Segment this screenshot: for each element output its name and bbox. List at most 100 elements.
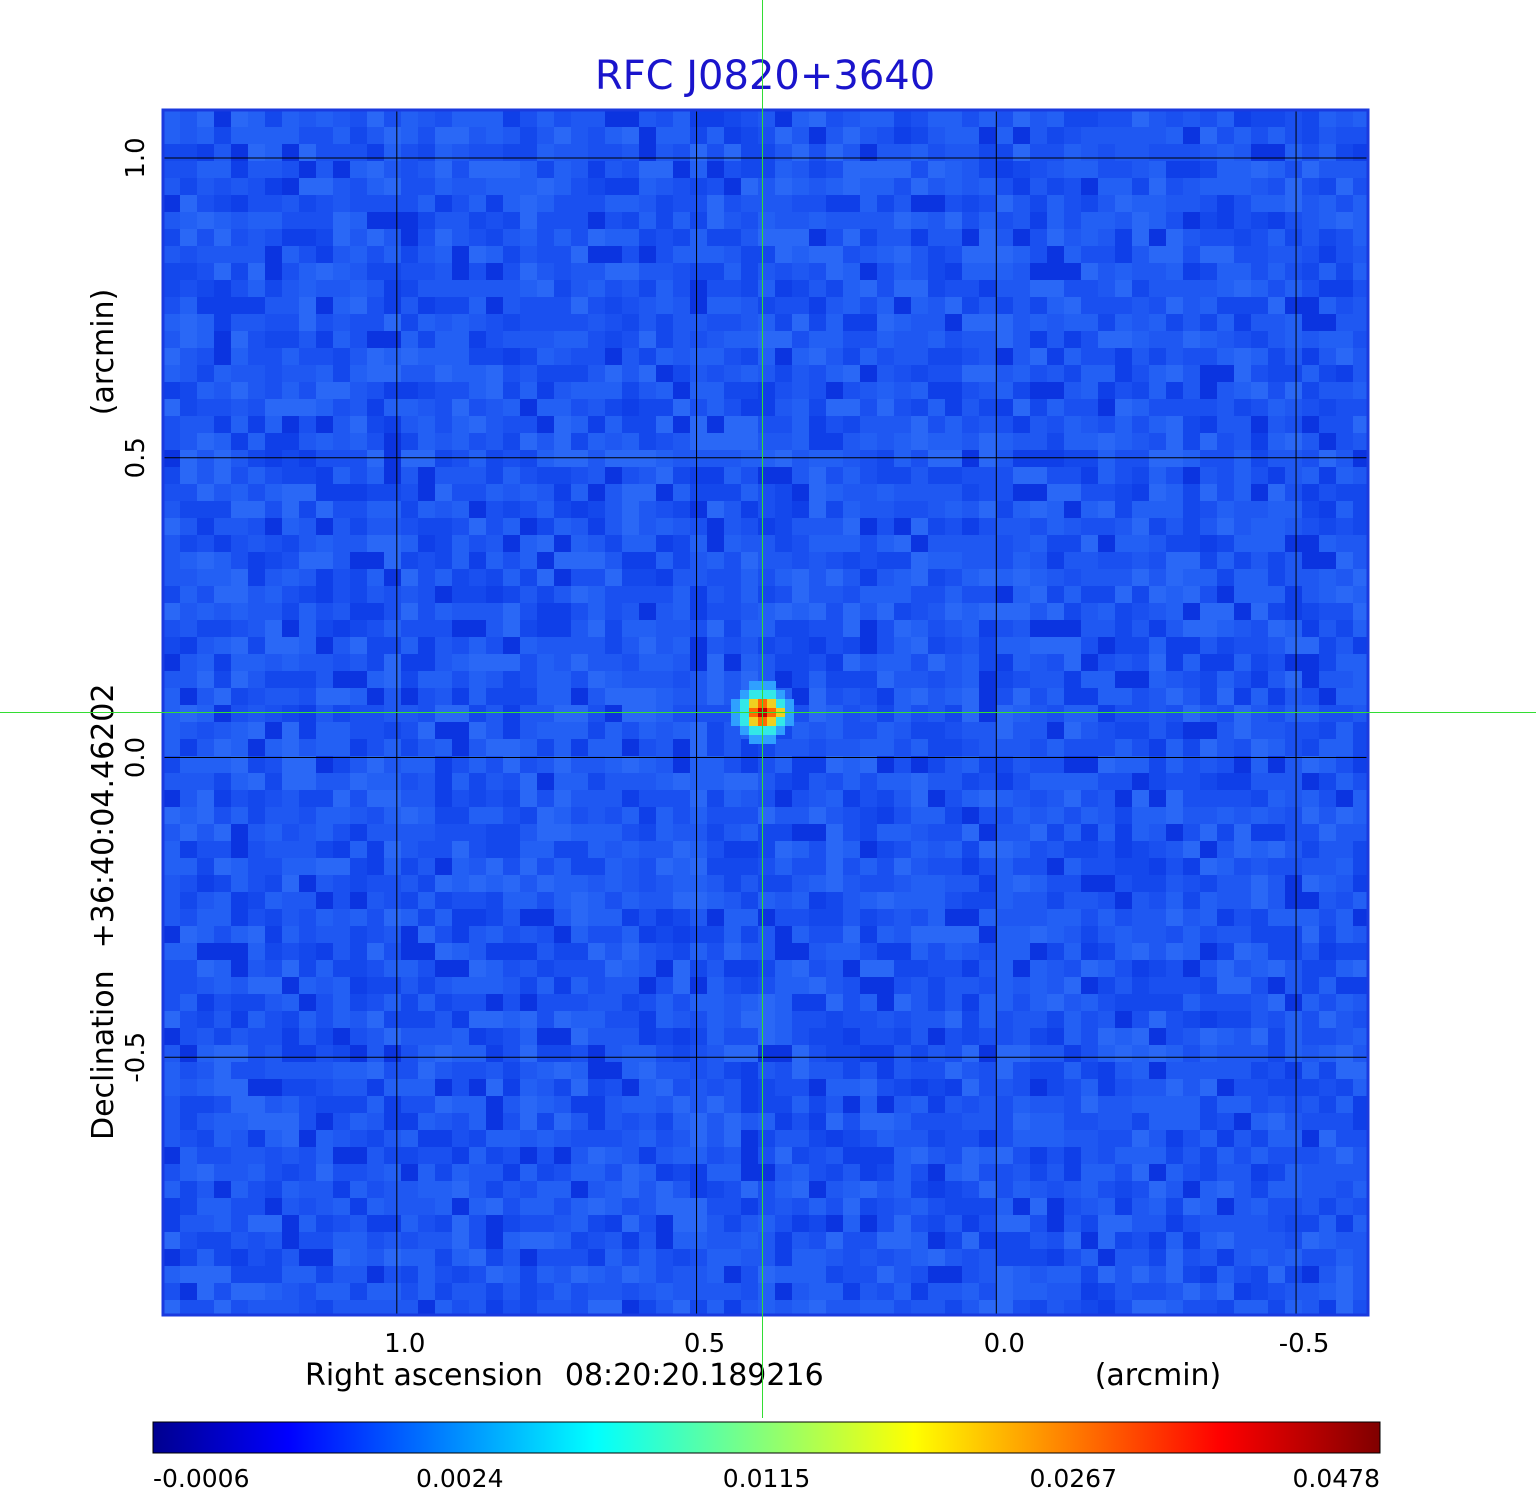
noise-cell bbox=[163, 501, 180, 518]
noise-cell bbox=[1030, 960, 1047, 977]
noise-cell bbox=[316, 365, 333, 382]
noise-cell bbox=[1336, 212, 1353, 229]
noise-cell bbox=[639, 246, 656, 263]
noise-cell bbox=[384, 331, 401, 348]
noise-cell bbox=[1030, 994, 1047, 1011]
noise-cell bbox=[843, 1113, 860, 1130]
noise-cell bbox=[1353, 824, 1368, 841]
noise-cell bbox=[282, 212, 299, 229]
noise-cell bbox=[911, 807, 928, 824]
noise-cell bbox=[809, 960, 826, 977]
noise-cell bbox=[367, 110, 384, 127]
noise-cell bbox=[979, 382, 996, 399]
noise-cell bbox=[656, 1164, 673, 1181]
noise-cell bbox=[1319, 1045, 1336, 1062]
noise-cell bbox=[197, 1096, 214, 1113]
noise-cell bbox=[554, 127, 571, 144]
noise-cell bbox=[1098, 399, 1115, 416]
noise-cell bbox=[1166, 1011, 1183, 1028]
noise-cell bbox=[1319, 1198, 1336, 1215]
noise-cell bbox=[1302, 484, 1319, 501]
noise-cell bbox=[350, 671, 367, 688]
noise-cell bbox=[809, 603, 826, 620]
noise-cell bbox=[860, 501, 877, 518]
noise-cell bbox=[384, 637, 401, 654]
noise-cell bbox=[452, 127, 469, 144]
noise-cell bbox=[469, 178, 486, 195]
noise-cell bbox=[1200, 943, 1217, 960]
noise-cell bbox=[163, 297, 180, 314]
noise-cell bbox=[401, 1300, 418, 1315]
noise-cell bbox=[809, 178, 826, 195]
noise-cell bbox=[1081, 892, 1098, 909]
noise-cell bbox=[1336, 280, 1353, 297]
noise-cell bbox=[826, 535, 843, 552]
noise-cell bbox=[1234, 569, 1251, 586]
noise-cell bbox=[775, 994, 792, 1011]
noise-cell bbox=[605, 450, 622, 467]
noise-cell bbox=[452, 671, 469, 688]
noise-cell bbox=[197, 1028, 214, 1045]
noise-cell bbox=[996, 773, 1013, 790]
noise-cell bbox=[1285, 1113, 1302, 1130]
noise-cell bbox=[843, 229, 860, 246]
noise-cell bbox=[248, 246, 265, 263]
noise-cell bbox=[1132, 416, 1149, 433]
noise-cell bbox=[639, 875, 656, 892]
noise-cell bbox=[299, 1096, 316, 1113]
noise-cell bbox=[1047, 1164, 1064, 1181]
noise-cell bbox=[1200, 807, 1217, 824]
noise-cell bbox=[996, 722, 1013, 739]
noise-cell bbox=[1200, 569, 1217, 586]
noise-cell bbox=[1166, 1164, 1183, 1181]
noise-cell bbox=[554, 637, 571, 654]
noise-cell bbox=[928, 926, 945, 943]
noise-cell bbox=[945, 110, 962, 127]
noise-cell bbox=[758, 365, 775, 382]
noise-cell bbox=[605, 960, 622, 977]
noise-cell bbox=[282, 841, 299, 858]
noise-cell bbox=[1285, 263, 1302, 280]
noise-cell bbox=[1268, 637, 1285, 654]
noise-cell bbox=[826, 1266, 843, 1283]
noise-cell bbox=[1353, 603, 1368, 620]
noise-cell bbox=[945, 1164, 962, 1181]
noise-cell bbox=[860, 1028, 877, 1045]
noise-cell bbox=[1047, 229, 1064, 246]
noise-cell bbox=[1098, 501, 1115, 518]
noise-cell bbox=[792, 450, 809, 467]
noise-cell bbox=[1081, 960, 1098, 977]
noise-cell bbox=[656, 1062, 673, 1079]
noise-cell bbox=[248, 824, 265, 841]
noise-cell bbox=[435, 858, 452, 875]
noise-cell bbox=[639, 501, 656, 518]
noise-cell bbox=[622, 416, 639, 433]
noise-cell bbox=[1200, 348, 1217, 365]
noise-cell bbox=[1166, 467, 1183, 484]
noise-cell bbox=[1081, 518, 1098, 535]
noise-cell bbox=[214, 705, 231, 722]
noise-cell bbox=[367, 637, 384, 654]
noise-cell bbox=[911, 127, 928, 144]
noise-cell bbox=[1081, 399, 1098, 416]
noise-cell bbox=[826, 1181, 843, 1198]
noise-cell bbox=[520, 229, 537, 246]
noise-cell bbox=[503, 603, 520, 620]
noise-cell bbox=[1302, 314, 1319, 331]
noise-cell bbox=[265, 773, 282, 790]
noise-cell bbox=[1234, 773, 1251, 790]
noise-cell bbox=[911, 552, 928, 569]
noise-cell bbox=[1081, 195, 1098, 212]
noise-cell bbox=[571, 161, 588, 178]
noise-cell bbox=[724, 960, 741, 977]
noise-cell bbox=[350, 127, 367, 144]
noise-cell bbox=[724, 433, 741, 450]
noise-cell bbox=[163, 773, 180, 790]
noise-cell bbox=[622, 756, 639, 773]
noise-cell bbox=[1132, 229, 1149, 246]
noise-cell bbox=[265, 994, 282, 1011]
noise-cell bbox=[1013, 484, 1030, 501]
noise-cell bbox=[1047, 1198, 1064, 1215]
noise-cell bbox=[469, 331, 486, 348]
noise-cell bbox=[911, 144, 928, 161]
